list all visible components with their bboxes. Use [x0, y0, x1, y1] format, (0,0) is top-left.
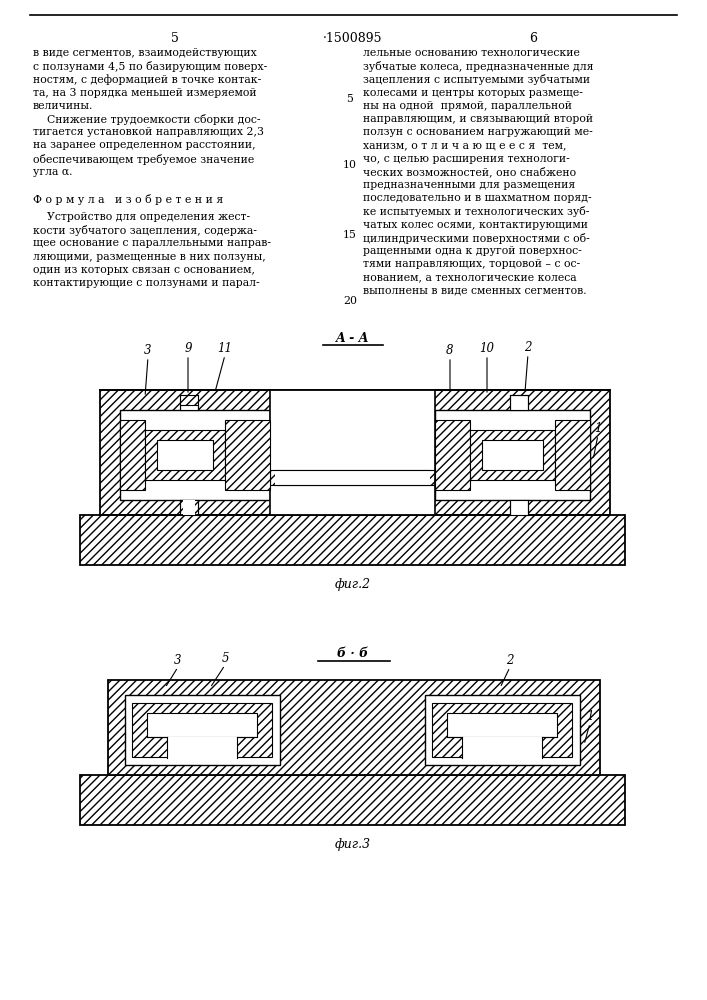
Text: 1: 1 [586, 710, 594, 723]
Text: чатых колес осями, контактирующими: чатых колес осями, контактирующими [363, 220, 588, 230]
Text: 3: 3 [174, 654, 182, 667]
Text: 5: 5 [221, 652, 229, 665]
Bar [435, 420, 470, 490]
Text: зацепления с испытуемыми зубчатыми: зацепления с испытуемыми зубчатыми [363, 74, 590, 85]
Text: 20: 20 [343, 296, 357, 306]
Bar [180, 405, 198, 410]
Text: колесами и центры которых размеще-: колесами и центры которых размеще- [363, 88, 583, 98]
Text: Устройство для определения жест-: Устройство для определения жест- [33, 212, 250, 222]
Text: ханизм, о т л и ч а ю щ е е с я  тем,: ханизм, о т л и ч а ю щ е е с я тем, [363, 140, 566, 150]
Text: нованием, а технологические колеса: нованием, а технологические колеса [363, 272, 577, 282]
Bar [108, 680, 600, 775]
Bar [435, 410, 590, 500]
Text: 1: 1 [595, 422, 602, 435]
Text: ползун с основанием нагружающий ме-: ползун с основанием нагружающий ме- [363, 127, 592, 137]
Bar [80, 515, 625, 565]
Text: тями направляющих, торцовой – с ос-: тями направляющих, торцовой – с ос- [363, 259, 580, 269]
Bar [462, 737, 542, 758]
Text: A - A: A - A [337, 332, 370, 345]
Bar [80, 775, 625, 825]
Text: 8: 8 [446, 344, 454, 357]
Bar [225, 420, 270, 490]
Bar [510, 395, 528, 410]
Text: фиг.3: фиг.3 [335, 838, 371, 851]
Text: ляющими, размещенные в них ползуны,: ляющими, размещенные в них ползуны, [33, 252, 266, 262]
Text: Снижение трудоемкости сборки дос-: Снижение трудоемкости сборки дос- [33, 114, 260, 125]
Text: 5: 5 [171, 32, 179, 45]
Text: кости зубчатого зацепления, содержа-: кости зубчатого зацепления, содержа- [33, 225, 257, 236]
Text: направляющим, и связывающий второй: направляющим, и связывающий второй [363, 114, 593, 124]
Text: ·1500895: ·1500895 [323, 32, 382, 45]
Text: та, на 3 порядка меньшей измеряемой: та, на 3 порядка меньшей измеряемой [33, 88, 257, 98]
Text: 3: 3 [144, 344, 152, 357]
Text: зубчатые колеса, предназначенные для: зубчатые колеса, предназначенные для [363, 61, 593, 72]
Text: ращенными одна к другой поверхнос-: ращенными одна к другой поверхнос- [363, 246, 582, 256]
Text: б · б: б · б [337, 647, 368, 660]
Bar [120, 420, 145, 490]
Text: 2: 2 [525, 341, 532, 354]
Text: предназначенными для размещения: предназначенными для размещения [363, 180, 575, 190]
Bar [125, 695, 280, 765]
Text: 10: 10 [343, 160, 357, 170]
Text: чо, с целью расширения технологи-: чо, с целью расширения технологи- [363, 154, 570, 164]
Text: один из которых связан с основанием,: один из которых связан с основанием, [33, 265, 255, 275]
Bar [145, 430, 225, 480]
Text: с ползунами 4,5 по базирующим поверх-: с ползунами 4,5 по базирующим поверх- [33, 61, 267, 72]
Text: ческих возможностей, оно снабжено: ческих возможностей, оно снабжено [363, 167, 576, 178]
Text: 2: 2 [506, 654, 514, 667]
Text: выполнены в виде сменных сегментов.: выполнены в виде сменных сегментов. [363, 286, 587, 296]
Text: лельные основанию технологические: лельные основанию технологические [363, 48, 580, 58]
Bar [510, 500, 528, 515]
Bar [482, 440, 543, 470]
Text: угла α.: угла α. [33, 167, 73, 177]
Text: 9: 9 [185, 342, 192, 355]
Text: последовательно и в шахматном поряд-: последовательно и в шахматном поряд- [363, 193, 592, 203]
Bar [270, 470, 435, 485]
Text: ке испытуемых и технологических зуб-: ке испытуемых и технологических зуб- [363, 206, 590, 217]
Text: тигается установкой направляющих 2,3: тигается установкой направляющих 2,3 [33, 127, 264, 137]
Text: щее основание с параллельными направ-: щее основание с параллельными направ- [33, 238, 271, 248]
Text: 15: 15 [343, 230, 357, 240]
Text: в виде сегментов, взаимодействующих: в виде сегментов, взаимодействующих [33, 48, 257, 58]
Bar [270, 390, 435, 515]
Bar [132, 703, 272, 757]
Bar [100, 390, 610, 515]
Text: контактирующие с ползунами и парал-: контактирующие с ползунами и парал- [33, 278, 259, 288]
Text: 10: 10 [479, 342, 494, 355]
Text: ны на одной  прямой, параллельной: ны на одной прямой, параллельной [363, 101, 572, 111]
Bar [157, 440, 213, 470]
Text: Ф о р м у л а   и з о б р е т е н и я: Ф о р м у л а и з о б р е т е н и я [33, 194, 223, 205]
Bar [167, 737, 237, 758]
Bar [555, 420, 590, 490]
Bar [180, 500, 198, 515]
Text: ностям, с деформацией в точке контак-: ностям, с деформацией в точке контак- [33, 74, 262, 85]
Text: фиг.2: фиг.2 [335, 578, 371, 591]
Bar [432, 703, 572, 757]
Bar [147, 713, 257, 737]
Bar [470, 430, 555, 480]
Bar [425, 695, 580, 765]
Bar [120, 410, 270, 500]
Text: на заранее определенном расстоянии,: на заранее определенном расстоянии, [33, 140, 256, 150]
Text: обеспечивающем требуемое значение: обеспечивающем требуемое значение [33, 154, 255, 165]
Bar [447, 713, 557, 737]
Text: 11: 11 [218, 342, 233, 355]
Text: величины.: величины. [33, 101, 93, 111]
Bar [183, 500, 195, 515]
Text: 5: 5 [346, 94, 354, 104]
Bar [275, 470, 430, 485]
Text: 6: 6 [529, 32, 537, 45]
Text: цилиндрическими поверхностями с об-: цилиндрическими поверхностями с об- [363, 233, 590, 244]
